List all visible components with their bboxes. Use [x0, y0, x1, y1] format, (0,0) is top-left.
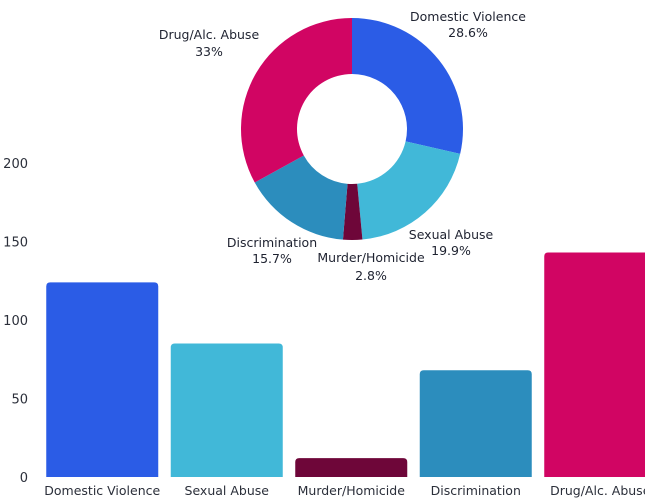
bar-chart: 0 50 100 150 200 Domestic Violence Sexual Abus…	[3, 157, 645, 498]
slice-label: Discrimination	[227, 235, 317, 250]
bar-discrimination	[419, 370, 532, 477]
slice-label: Sexual Abuse	[409, 227, 494, 242]
x-tick-label: Drug/Alc. Abuse	[550, 483, 645, 498]
bar-sexual-abuse	[170, 343, 283, 477]
slice-percent-label: 28.6%	[448, 25, 488, 40]
slice-percent-label: 19.9%	[431, 243, 471, 258]
x-tick-label: Murder/Homicide	[298, 483, 406, 498]
y-tick-label: 0	[20, 471, 28, 486]
x-tick-label: Discrimination	[431, 483, 521, 498]
slice-label: Domestic Violence	[410, 9, 526, 24]
bar-murder-homicide	[295, 458, 408, 477]
slice-percent-label: 33%	[195, 44, 223, 59]
slice-domestic-violence	[352, 18, 464, 154]
slice-percent-label: 2.8%	[355, 268, 387, 283]
slice-murder-homicide	[342, 183, 363, 240]
y-tick-label: 100	[3, 314, 28, 329]
x-tick-label: Sexual Abuse	[185, 483, 270, 498]
slice-label: Murder/Homicide	[317, 250, 425, 265]
y-tick-label: 150	[3, 236, 28, 251]
slice-drug-alc-abuse	[240, 18, 352, 183]
y-tick-label: 200	[3, 157, 28, 172]
slice-percent-label: 15.7%	[252, 251, 292, 266]
slice-sexual-abuse	[357, 141, 461, 240]
y-tick-label: 50	[11, 393, 28, 408]
bar-domestic-violence	[46, 282, 159, 477]
x-tick-label: Domestic Violence	[44, 483, 160, 498]
slice-label: Drug/Alc. Abuse	[159, 27, 260, 42]
slice-discrimination	[254, 155, 348, 240]
bar-drug-alc-abuse	[544, 252, 645, 477]
